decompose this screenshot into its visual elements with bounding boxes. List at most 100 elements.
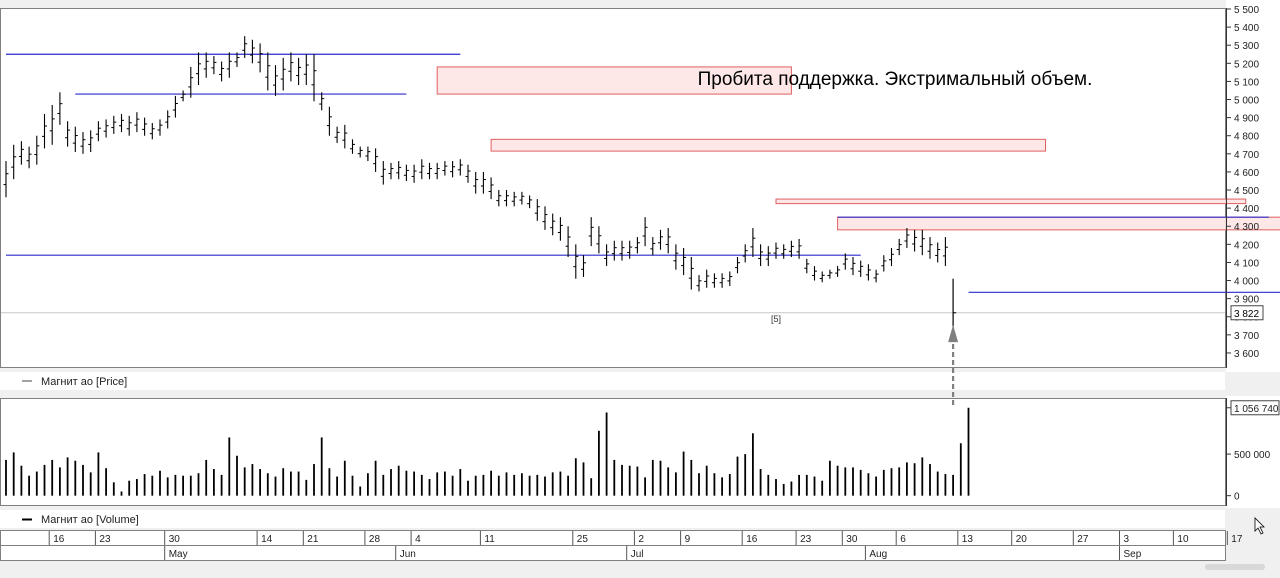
time-day-label: 2 — [638, 534, 644, 545]
price-tick-label: 5 000 — [1234, 96, 1259, 107]
volume-tick-label: 0 — [1234, 492, 1240, 503]
price-bar — [819, 271, 825, 283]
price-bar — [411, 164, 417, 183]
price-bar — [704, 269, 710, 288]
resistance-zone-3 — [775, 198, 1247, 205]
price-bar — [619, 240, 625, 261]
price-tick-label: 4 700 — [1234, 150, 1259, 161]
price-bar — [896, 238, 902, 256]
price-bar — [211, 56, 217, 75]
price-bar — [735, 257, 740, 274]
price-bar — [465, 164, 471, 183]
price-bar — [873, 269, 879, 283]
arrow-head-icon — [948, 324, 959, 343]
time-day-label: 16 — [746, 534, 758, 545]
time-day-label: 23 — [800, 534, 812, 545]
price-legend-label: Магнит ао [Price] — [41, 376, 127, 388]
time-day-label: 30 — [846, 534, 858, 545]
price-bar — [665, 228, 671, 254]
price-bar — [280, 57, 286, 91]
price-bar — [342, 124, 348, 149]
price-bar — [427, 162, 432, 180]
time-day-label: 9 — [685, 534, 691, 545]
price-bar — [265, 52, 271, 91]
price-bar — [634, 237, 640, 254]
price-bar — [480, 171, 486, 194]
price-bar — [511, 191, 517, 207]
price-tick-label: 4 800 — [1234, 132, 1259, 143]
price-bar — [319, 92, 325, 111]
price-bar — [373, 148, 379, 172]
price-legend-bar — [0, 372, 1225, 390]
price-bar — [473, 171, 479, 194]
price-plot-area[interactable] — [0, 8, 1226, 368]
price-bar — [850, 257, 856, 276]
price-bar — [157, 119, 163, 136]
price-tick-label: 5 400 — [1234, 23, 1259, 34]
time-day-label: 23 — [99, 534, 111, 545]
price-bar — [696, 275, 702, 292]
price-bar — [365, 146, 371, 162]
price-bar — [226, 52, 232, 78]
price-bar — [49, 104, 55, 145]
price-bar — [550, 213, 556, 236]
price-bar — [334, 126, 340, 143]
price-tick-label: 4 900 — [1234, 114, 1259, 125]
price-bar — [219, 61, 225, 82]
time-day-label: 6 — [900, 534, 906, 545]
price-bar — [434, 162, 440, 180]
price-bar — [442, 161, 448, 176]
price-bar — [26, 146, 32, 169]
volume-legend-label: Магнит ао [Volume] — [41, 514, 139, 526]
price-bar — [126, 115, 132, 136]
price-bar — [326, 106, 332, 136]
price-bar — [881, 255, 887, 272]
price-bar — [889, 247, 894, 267]
resistance-zone-4 — [837, 216, 1280, 231]
time-day-label: 13 — [962, 534, 974, 545]
price-bar — [627, 240, 633, 259]
time-day-label: 20 — [1016, 534, 1028, 545]
price-tick-label: 4 600 — [1234, 168, 1259, 179]
price-tick-label: 4 400 — [1234, 204, 1259, 215]
price-bar — [142, 117, 148, 136]
price-tick-label: 4 500 — [1234, 186, 1259, 197]
time-day-label: 17 — [1231, 534, 1243, 545]
price-tick-label: 4 300 — [1234, 222, 1259, 233]
price-bar — [565, 226, 571, 258]
price-bar — [935, 242, 941, 263]
price-bar — [804, 258, 810, 274]
time-day-label: 25 — [577, 534, 589, 545]
volume-plot-area[interactable] — [0, 398, 1226, 506]
price-bar — [419, 159, 425, 180]
price-bar — [527, 195, 533, 209]
price-bar — [658, 229, 663, 250]
price-bar — [111, 115, 117, 134]
price-bar — [303, 54, 309, 86]
horizontal-scrollbar[interactable] — [1205, 564, 1265, 570]
time-month-label: Aug — [869, 549, 887, 560]
price-tick-label: 4 100 — [1234, 258, 1259, 269]
price-bar — [311, 54, 317, 102]
price-bar — [234, 52, 240, 67]
time-day-label: 4 — [415, 534, 421, 545]
price-bar — [573, 244, 579, 279]
price-bar — [604, 244, 610, 267]
price-bar — [3, 161, 9, 198]
volume-tick-label: 1 056 740 — [1234, 404, 1279, 415]
price-bar — [203, 52, 209, 78]
price-bar — [796, 238, 802, 259]
price-tick-label: 3 900 — [1234, 295, 1259, 306]
time-month-label: Jun — [400, 549, 416, 560]
time-day-label: 11 — [484, 534, 495, 545]
time-day-label: 14 — [261, 534, 273, 545]
time-day-label: 28 — [369, 534, 381, 545]
price-tick-label: 4 000 — [1234, 277, 1259, 288]
price-bar — [927, 237, 933, 259]
price-bar — [912, 229, 918, 252]
price-bar — [519, 191, 525, 205]
price-bar — [750, 228, 756, 258]
price-bar — [942, 237, 948, 267]
price-bar — [534, 199, 540, 221]
